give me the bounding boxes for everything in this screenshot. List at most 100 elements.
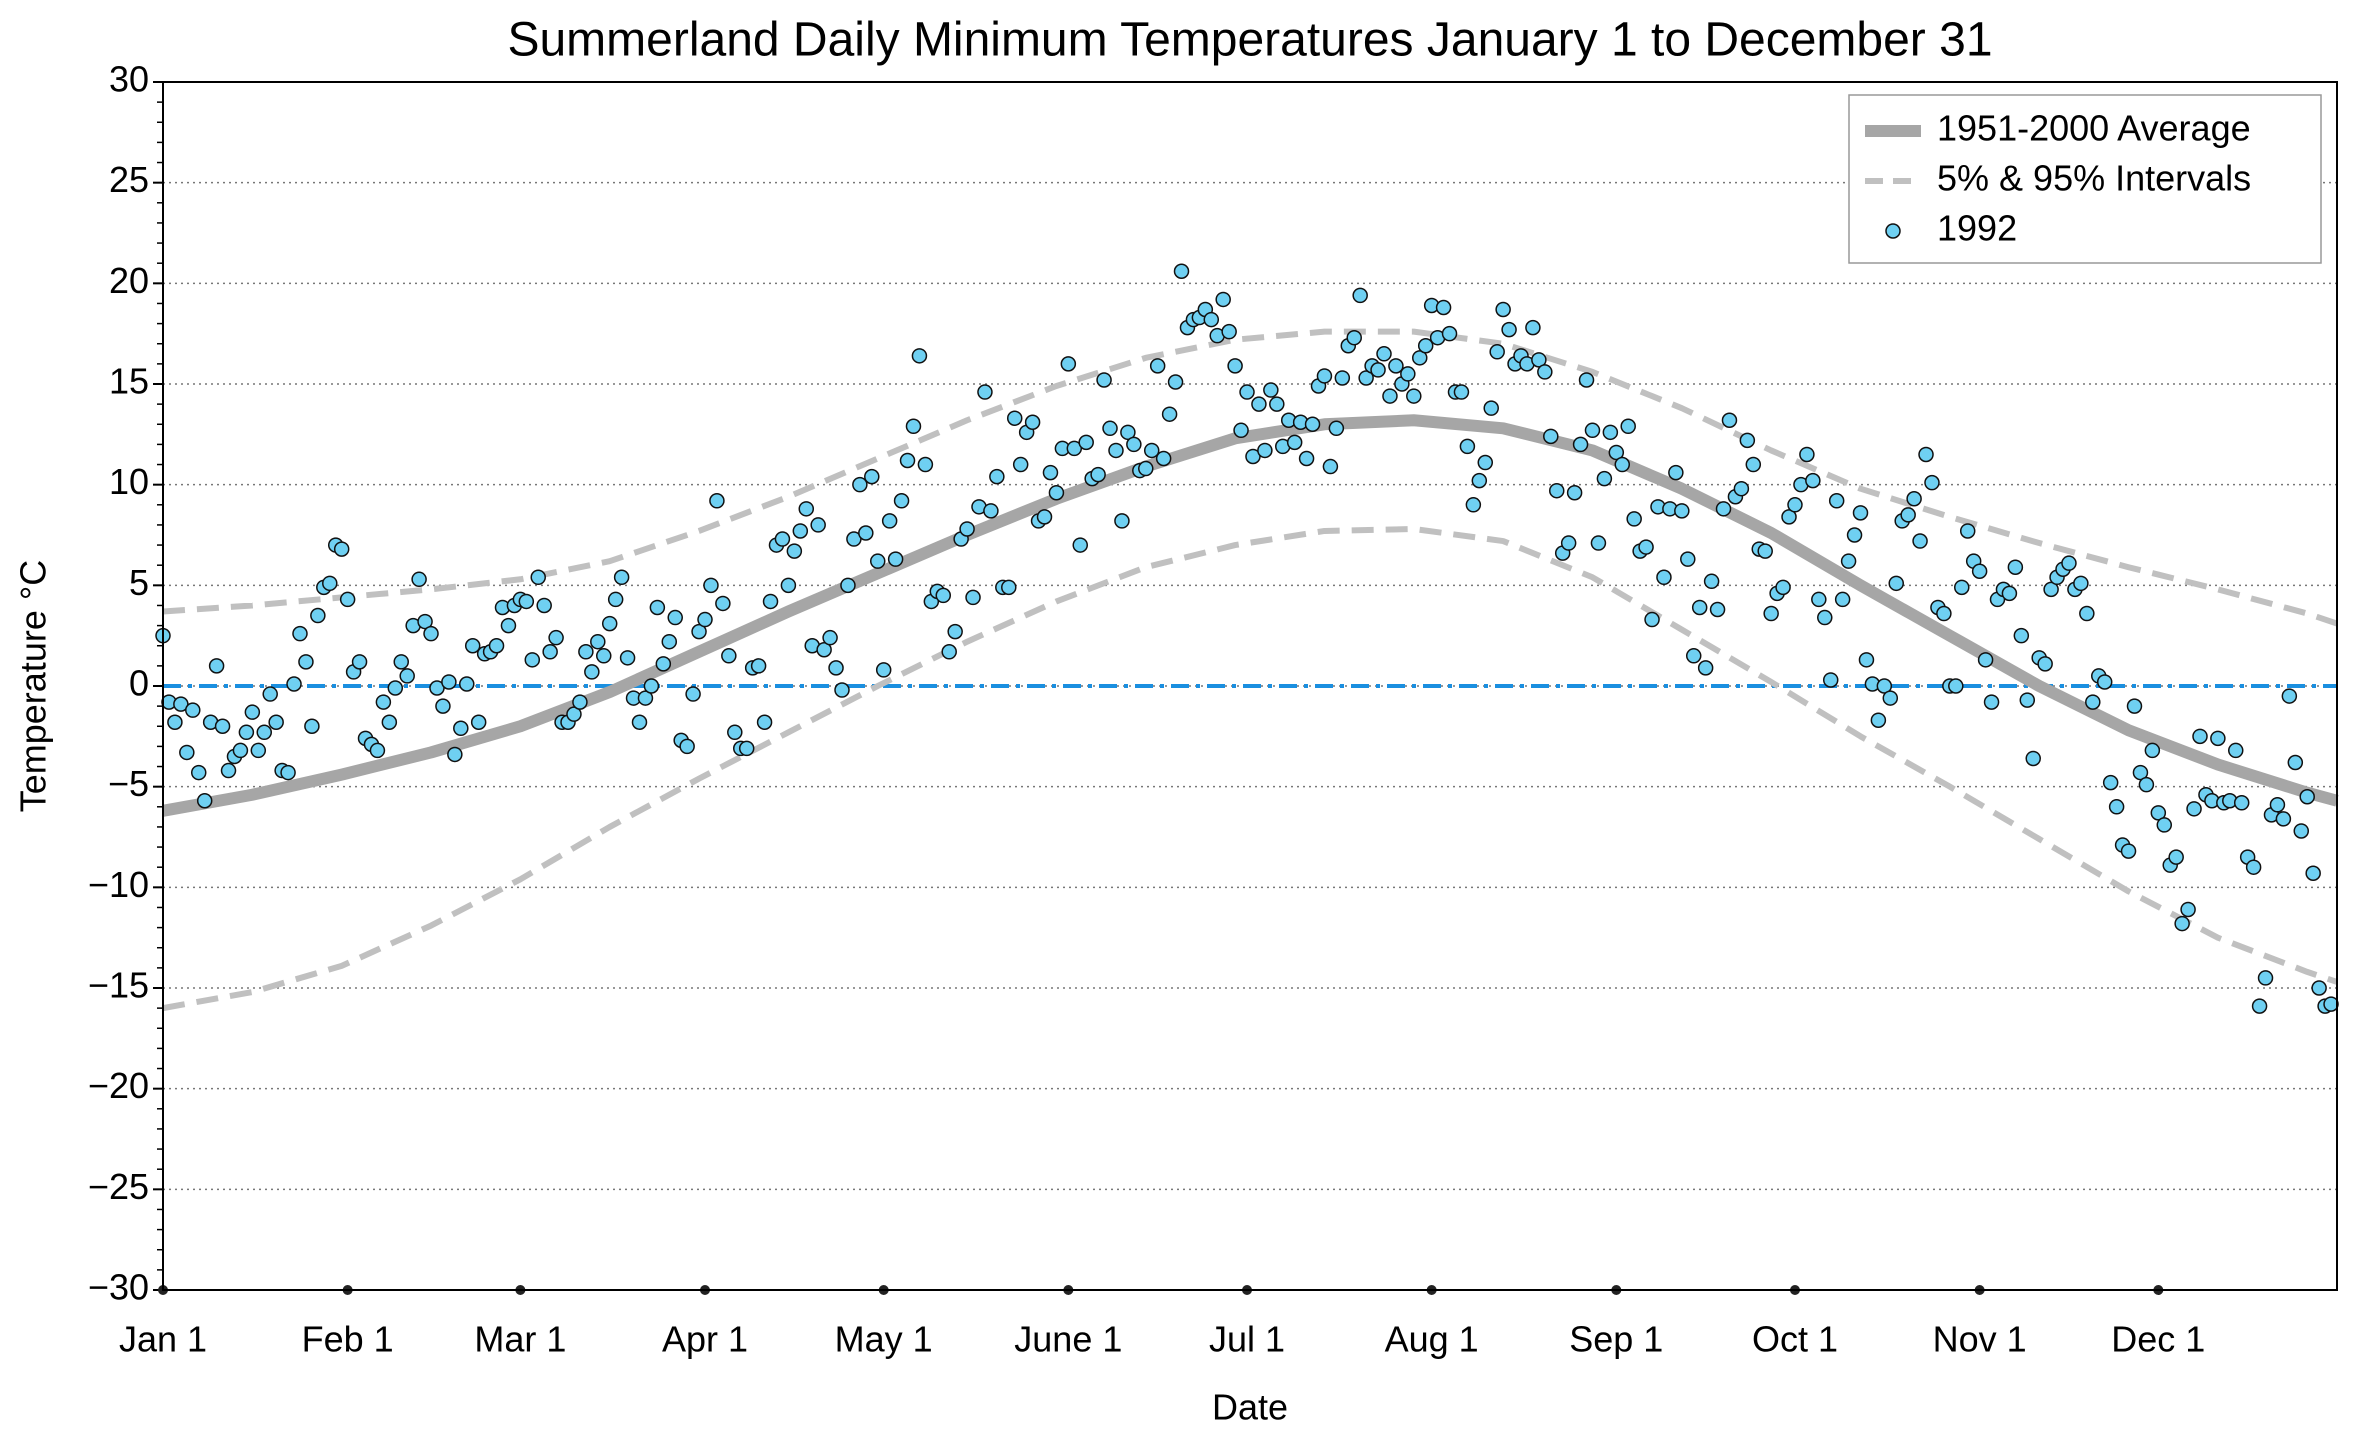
data-point xyxy=(899,452,916,469)
data-point xyxy=(2096,674,2113,690)
data-point xyxy=(292,625,308,642)
data-point xyxy=(429,680,445,696)
data-point xyxy=(1858,652,1875,668)
data-point xyxy=(2269,797,2286,813)
data-point xyxy=(983,503,999,519)
data-point xyxy=(703,577,719,594)
data-point xyxy=(2126,698,2143,714)
y-tick-label: 30 xyxy=(109,59,149,100)
data-point xyxy=(250,742,267,759)
data-point xyxy=(2180,901,2196,918)
data-point xyxy=(1471,472,1488,489)
data-point xyxy=(685,686,701,702)
x-tick-label: Dec 1 xyxy=(2111,1319,2205,1360)
y-tick-label: 10 xyxy=(109,461,149,502)
data-point xyxy=(1882,690,1899,706)
data-point xyxy=(1525,319,1541,336)
data-point xyxy=(1840,553,1857,569)
data-point xyxy=(1697,660,1714,676)
data-point xyxy=(1370,362,1386,378)
data-point xyxy=(1834,591,1851,608)
y-tick-label: 25 xyxy=(109,159,149,200)
data-point xyxy=(2085,694,2101,710)
data-point xyxy=(941,644,957,660)
data-point xyxy=(1668,464,1684,481)
data-point xyxy=(691,623,707,640)
data-point xyxy=(1495,301,1511,318)
data-point xyxy=(2043,581,2059,598)
data-point xyxy=(2210,730,2226,747)
data-point xyxy=(2073,575,2089,592)
data-point xyxy=(858,525,874,541)
data-point xyxy=(2013,627,2030,644)
data-point xyxy=(1412,350,1428,366)
data-point xyxy=(208,658,225,674)
data-point xyxy=(1304,416,1321,433)
data-point xyxy=(1543,428,1559,445)
data-point xyxy=(1983,694,2000,710)
data-point xyxy=(613,569,630,586)
data-point xyxy=(1584,422,1601,439)
data-point xyxy=(2120,843,2137,859)
data-point xyxy=(1888,575,1904,592)
data-point xyxy=(1781,509,1797,525)
data-point xyxy=(298,654,314,670)
data-point xyxy=(185,702,201,718)
data-point xyxy=(351,654,368,670)
data-point xyxy=(697,611,713,628)
plot-frame xyxy=(162,81,2338,1291)
data-point xyxy=(2061,555,2077,571)
data-point xyxy=(1465,497,1482,513)
data-point xyxy=(881,513,898,529)
data-point xyxy=(1352,287,1368,304)
data-point xyxy=(989,468,1005,485)
data-point xyxy=(1680,551,1696,567)
data-point xyxy=(167,714,183,730)
data-point xyxy=(852,476,868,493)
data-point xyxy=(1036,509,1053,525)
data-point xyxy=(1167,374,1184,390)
data-point xyxy=(1346,329,1362,346)
data-point xyxy=(381,714,398,730)
data-point xyxy=(887,551,904,567)
data-point xyxy=(798,501,815,517)
data-point xyxy=(339,591,356,608)
series-line xyxy=(161,414,2339,817)
data-point xyxy=(280,764,296,781)
data-point xyxy=(1006,410,1023,426)
data-point xyxy=(1358,370,1374,386)
data-point xyxy=(1441,325,1458,342)
data-point xyxy=(2156,817,2173,833)
data-point xyxy=(1745,456,1762,473)
data-point xyxy=(1096,372,1112,388)
data-point xyxy=(322,575,338,592)
data-point xyxy=(1269,396,1285,412)
data-point xyxy=(911,348,928,364)
data-point xyxy=(584,664,600,680)
data-point xyxy=(548,629,564,646)
data-point xyxy=(2311,980,2327,996)
data-point xyxy=(214,718,231,735)
data-point xyxy=(1406,388,1422,404)
y-axis-label: Temperature °C xyxy=(13,560,54,813)
data-point xyxy=(1531,352,1547,368)
data-point xyxy=(2233,795,2250,811)
data-point xyxy=(1608,444,1625,461)
y-tick-label: −15 xyxy=(88,965,149,1006)
data-point xyxy=(1739,432,1756,449)
data-point xyxy=(1578,372,1595,388)
data-point xyxy=(441,674,457,690)
data-point xyxy=(2079,605,2095,622)
data-point xyxy=(965,589,981,606)
data-point xyxy=(1483,400,1499,416)
data-point xyxy=(1245,448,1261,465)
data-point xyxy=(679,738,695,755)
data-point xyxy=(875,662,892,678)
data-point xyxy=(1590,535,1607,551)
data-point xyxy=(2037,656,2053,672)
data-point xyxy=(1298,450,1315,467)
data-point xyxy=(2007,559,2024,575)
data-point xyxy=(1257,442,1273,459)
data-point xyxy=(1233,422,1249,439)
data-point xyxy=(1459,438,1476,455)
